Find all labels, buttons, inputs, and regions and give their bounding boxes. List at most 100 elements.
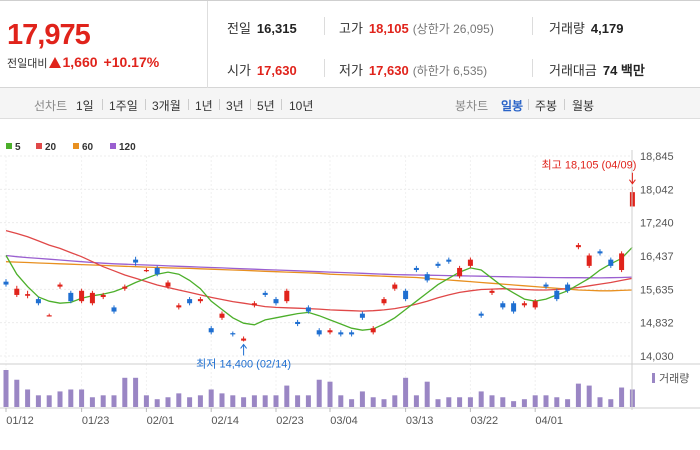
volume-bar xyxy=(154,399,160,407)
period-1d[interactable]: 1일 xyxy=(76,99,94,113)
line-chart-label: 선차트 xyxy=(34,99,68,113)
volume-bar xyxy=(467,397,473,407)
quote-panel: 17,975 전일대비 1,660 +10.17% 전일 16,315 고가 18,10… xyxy=(0,0,700,89)
volume-bar xyxy=(241,397,247,407)
high-price: 고가 18,105 (상한가 26,095) xyxy=(339,18,494,37)
volume-bar xyxy=(532,395,538,407)
price-box: 17,975 전일대비 1,660 +10.17% xyxy=(0,1,208,89)
annotations: 최고 18,105 (04/09) 최저 14,400 (02/14) 거래량 xyxy=(196,159,689,385)
volume-legend: 거래량 xyxy=(659,372,689,385)
volume-bar xyxy=(446,397,452,407)
volume-bar xyxy=(187,397,193,407)
volume-bar xyxy=(57,391,63,407)
volume-bar xyxy=(35,395,41,407)
period-10y[interactable]: 10년 xyxy=(289,99,314,113)
lower-limit: (하한가 6,535) xyxy=(412,64,488,78)
divider xyxy=(219,99,220,110)
volume-bar xyxy=(608,399,614,407)
candle-body xyxy=(338,332,344,335)
legend-swatch xyxy=(73,143,79,149)
candle-body xyxy=(435,263,441,266)
volume-bar xyxy=(575,383,581,407)
divider xyxy=(564,99,565,110)
volume-bar xyxy=(370,397,376,407)
volume-bar xyxy=(586,385,592,407)
change-percent: +10.17% xyxy=(103,54,160,70)
candle-body xyxy=(100,294,106,298)
candle-body xyxy=(467,259,473,266)
volume-bar xyxy=(100,395,106,407)
candle-body xyxy=(46,315,52,317)
open-price: 시가 17,630 xyxy=(227,60,297,79)
candle-body xyxy=(575,245,581,248)
candle-body xyxy=(424,274,430,281)
candle-body xyxy=(457,267,463,277)
volume-bar xyxy=(111,395,117,407)
period-3m[interactable]: 3개월 xyxy=(152,99,181,113)
candle-body xyxy=(532,301,538,308)
volume-bar xyxy=(565,399,571,407)
amount-label: 거래대금 xyxy=(549,63,597,78)
volume-bar xyxy=(424,381,430,407)
price-change: 전일대비 1,660 +10.17% xyxy=(7,54,159,71)
candle-body xyxy=(187,299,193,304)
change-label: 전일대비 xyxy=(7,58,48,70)
y-tick-label: 14,832 xyxy=(640,318,674,330)
candle-body xyxy=(586,255,592,266)
x-tick-label: 03/22 xyxy=(471,415,499,427)
open-label: 시가 xyxy=(227,63,251,78)
legend: 5 20 60 120 xyxy=(6,142,136,153)
volume-bar xyxy=(349,399,355,407)
volume-bar xyxy=(413,395,419,407)
candle-body xyxy=(89,292,95,304)
price-chart[interactable]: 5 20 60 120 18,84518,04217,24016,43715,6351… xyxy=(0,120,700,450)
candle-body xyxy=(370,328,376,333)
volume-bar xyxy=(3,370,9,407)
candle-body xyxy=(295,321,301,325)
candle-body xyxy=(176,305,182,308)
volume-bar xyxy=(305,395,311,407)
candle-body xyxy=(251,303,257,306)
legend-swatch xyxy=(110,143,116,149)
divider xyxy=(145,99,146,110)
ma60-line xyxy=(5,261,633,292)
volume-bar xyxy=(197,395,203,407)
upper-limit: (상한가 26,095) xyxy=(412,22,494,36)
chart-toolbar: 선차트 1일 1주일 3개월 1년 3년 5년 10년 봉차트 일봉 주봉 월봉 xyxy=(0,88,700,119)
volume-bar xyxy=(122,377,128,407)
candle-weekly[interactable]: 주봉 xyxy=(535,99,558,113)
candle-body xyxy=(316,330,322,335)
volume-label: 거래량 xyxy=(549,21,585,36)
candle-body xyxy=(68,292,74,302)
quote-grid: 전일 16,315 고가 18,105 (상한가 26,095) 거래량 4,179 시… xyxy=(208,1,700,89)
volume-bar xyxy=(89,397,95,407)
ma20-line xyxy=(5,229,633,312)
volume-bar xyxy=(381,399,387,407)
volume-bar xyxy=(403,377,409,407)
y-tick-label: 18,845 xyxy=(640,151,674,163)
period-1y[interactable]: 1년 xyxy=(195,99,213,113)
candle-monthly[interactable]: 월봉 xyxy=(572,99,595,113)
volume-bar xyxy=(392,395,398,407)
volume-bar xyxy=(133,377,139,407)
candle-body xyxy=(230,333,236,335)
legend-swatch xyxy=(6,143,12,149)
volume-bar xyxy=(619,387,625,407)
high-arrow-icon xyxy=(629,172,636,185)
volume-bar xyxy=(165,397,171,407)
volume-value: 4,179 xyxy=(590,21,624,36)
period-1w[interactable]: 1주일 xyxy=(109,99,138,113)
volume-bar xyxy=(457,397,463,407)
candle-body xyxy=(359,313,365,318)
low-annotation: 최저 14,400 (02/14) xyxy=(196,357,291,370)
volume-bar xyxy=(25,389,31,407)
x-tick-label: 02/14 xyxy=(211,415,239,427)
period-3y[interactable]: 3년 xyxy=(226,99,244,113)
candle-daily[interactable]: 일봉 xyxy=(501,99,524,113)
divider xyxy=(324,17,325,35)
candle-body xyxy=(284,290,290,302)
period-5y[interactable]: 5년 xyxy=(257,99,275,113)
candle-body xyxy=(143,270,149,272)
candle-body xyxy=(403,290,409,300)
candle-body xyxy=(446,259,452,262)
